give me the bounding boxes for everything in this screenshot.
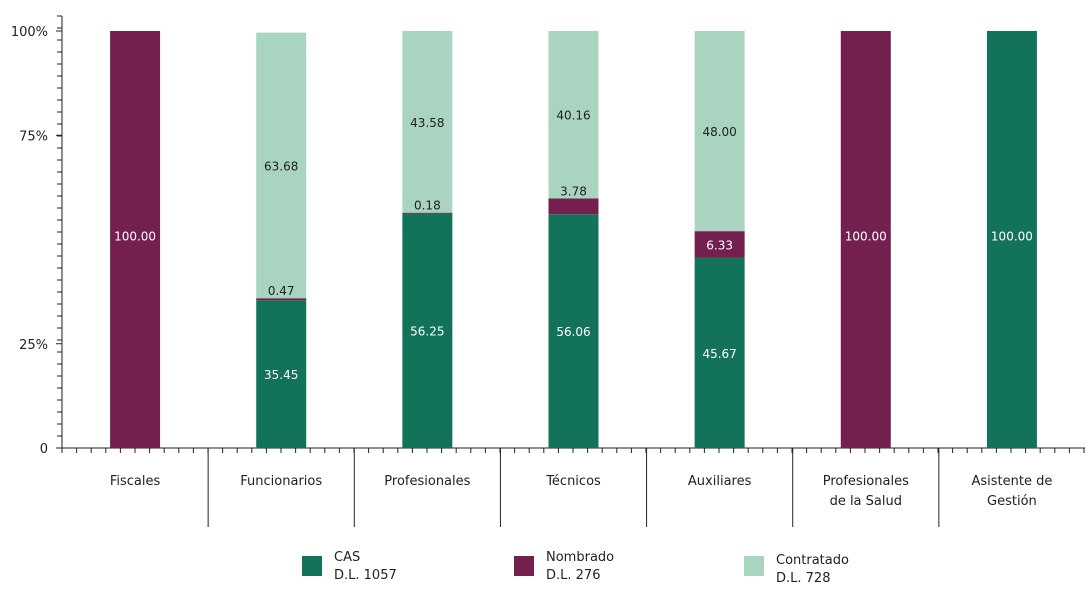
legend-label-nombrado: Nombrado D.L. 276 xyxy=(546,549,614,585)
legend-swatch-contratado xyxy=(744,556,764,576)
legend-swatch-nombrado xyxy=(514,556,534,576)
data-label: 6.33 xyxy=(706,238,733,252)
bar-nombrado xyxy=(548,198,599,215)
bar-cas xyxy=(402,213,453,448)
y-tick-label: 25% xyxy=(19,338,48,353)
legend-label-cas-line2: D.L. 1057 xyxy=(334,568,397,583)
bar-contratado xyxy=(402,30,453,213)
bar-nombrado xyxy=(694,231,745,258)
x-tick-label: Técnicos xyxy=(545,474,601,489)
x-tick-label: Gestión xyxy=(987,494,1037,509)
data-label: 56.25 xyxy=(410,325,444,339)
bar-contratado xyxy=(694,31,745,232)
bar-nombrado xyxy=(840,31,891,448)
data-label: 3.78 xyxy=(560,184,587,198)
data-label: 56.06 xyxy=(556,325,590,339)
data-label: 48.00 xyxy=(702,125,736,139)
bar-nombrado xyxy=(110,31,161,448)
x-tick-label: Auxiliares xyxy=(688,474,752,489)
legend-swatch-cas xyxy=(302,556,322,576)
bar-cas xyxy=(986,31,1037,448)
x-tick-label: Asistente de xyxy=(971,474,1052,489)
legend-label-nombrado-line2: D.L. 276 xyxy=(546,568,601,583)
data-label: 100.00 xyxy=(845,229,887,243)
legend-label-cas-line1: CAS xyxy=(334,550,361,565)
y-tick-label: 75% xyxy=(19,129,48,144)
data-label: 0.18 xyxy=(414,199,441,213)
legend-label-contratado-line1: Contratado xyxy=(776,553,849,568)
x-tick-label: Funcionarios xyxy=(240,474,322,489)
x-tick-label: Profesionales xyxy=(384,474,470,489)
x-tick-label: Fiscales xyxy=(110,474,161,489)
bar-contratado xyxy=(548,31,599,199)
data-label: 45.67 xyxy=(702,347,736,361)
data-label: 35.45 xyxy=(264,368,298,382)
x-tick-label: Profesionales xyxy=(823,474,909,489)
x-tick-label: de la Salud xyxy=(830,494,902,509)
data-label: 43.58 xyxy=(410,116,444,130)
data-label: 40.16 xyxy=(556,109,590,123)
data-label: 0.47 xyxy=(268,284,295,298)
bar-cas xyxy=(256,300,307,448)
legend-label-cas: CAS D.L. 1057 xyxy=(334,549,397,585)
bar-contratado xyxy=(256,32,307,299)
legend-label-nombrado-line1: Nombrado xyxy=(546,550,615,565)
y-tick-label: 0 xyxy=(40,442,48,457)
bar-nombrado xyxy=(402,212,453,214)
data-label: 100.00 xyxy=(991,229,1033,243)
data-label: 63.68 xyxy=(264,159,298,173)
y-tick-label: 100% xyxy=(11,25,48,40)
bar-cas xyxy=(548,214,599,448)
legend-label-contratado: Contratado D.L. 728 xyxy=(776,552,849,588)
legend-label-contratado-line2: D.L. 728 xyxy=(776,571,831,586)
data-label: 100.00 xyxy=(114,229,156,243)
bar-cas xyxy=(694,257,745,448)
bar-nombrado xyxy=(256,298,307,301)
